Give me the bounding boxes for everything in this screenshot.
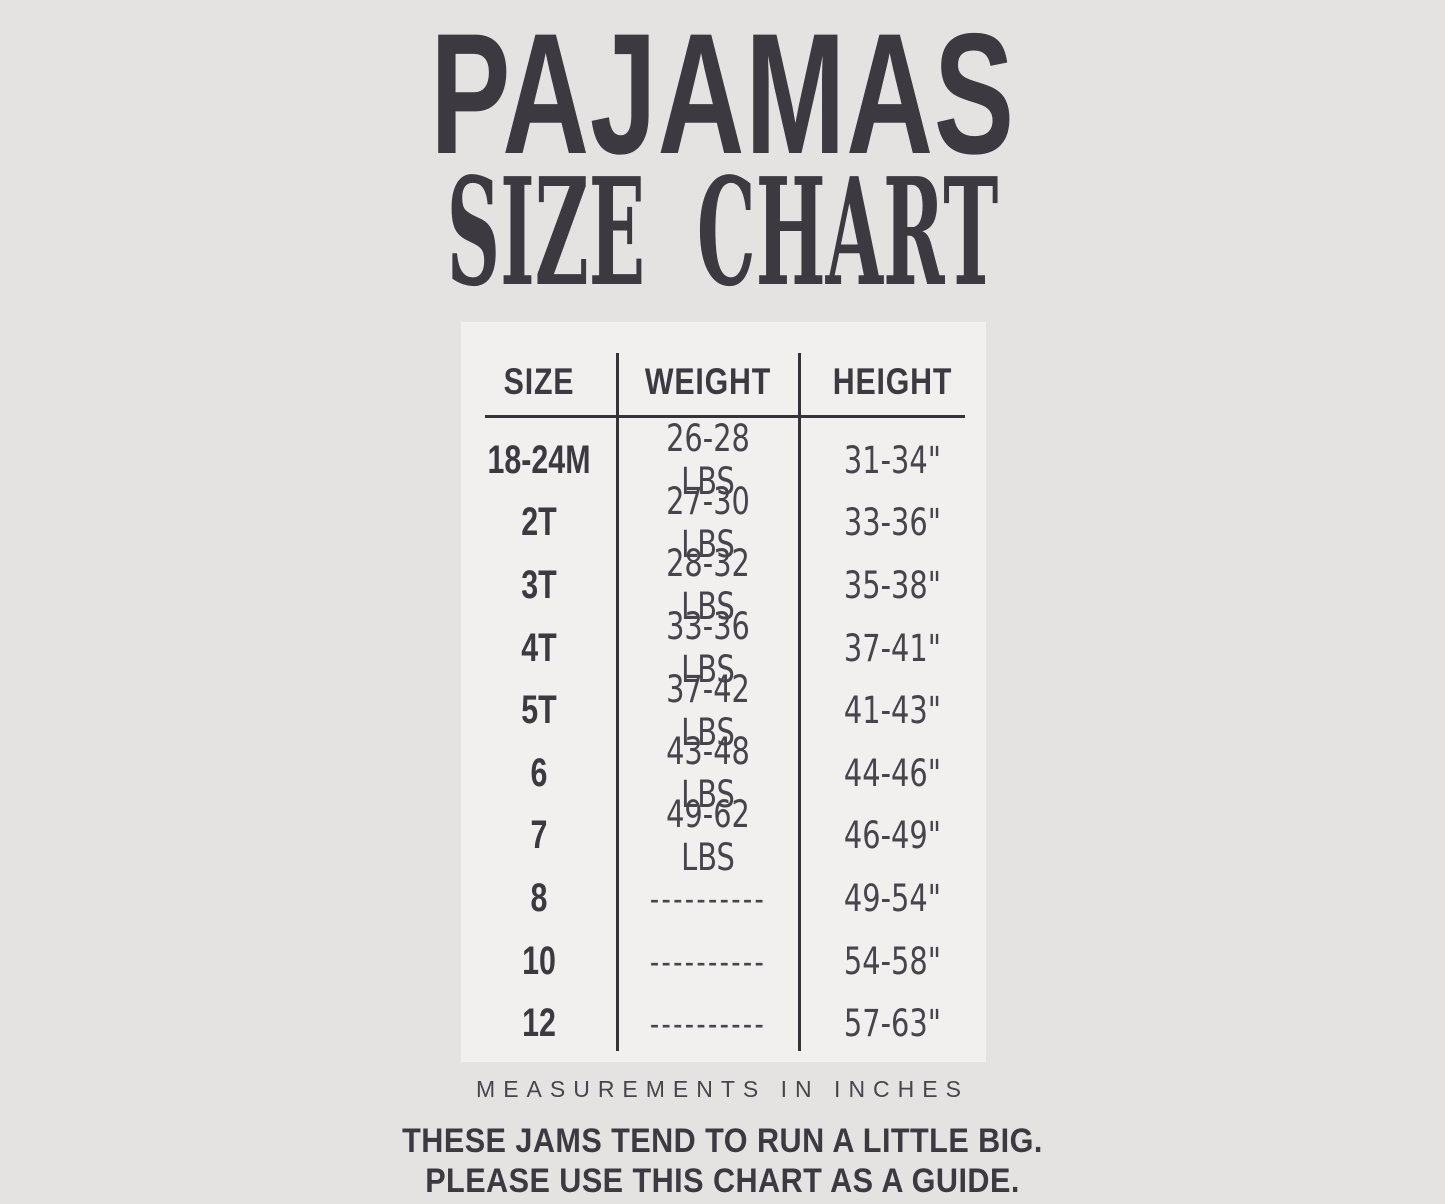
weight-cell: 28-32 LBS bbox=[666, 542, 750, 629]
size-cell: 2T bbox=[521, 500, 557, 545]
table-body: 18-24M 26-28 LBS 31-34" 2T 27-30 LBS 33-36" 3T… bbox=[461, 417, 986, 1055]
column-header-weight: WEIGHT bbox=[644, 361, 772, 402]
height-cell: 46-49" bbox=[843, 814, 942, 858]
weight-cell: 37-42 LBS bbox=[666, 667, 750, 754]
height-cell: 33-36" bbox=[843, 501, 942, 545]
size-table-panel: SIZE WEIGHT HEIGHT 18-24M 26-28 LBS 31-34"… bbox=[461, 322, 986, 1062]
height-cell: 54-58" bbox=[843, 939, 942, 983]
weight-cell: 26-28 LBS bbox=[666, 417, 750, 504]
header-divider-line bbox=[485, 415, 965, 418]
column-divider-line-2 bbox=[798, 353, 801, 1051]
height-cell: 49-54" bbox=[843, 876, 942, 920]
disclaimer-line-2: PLEASE USE THIS CHART AS A GUIDE. bbox=[425, 1162, 1020, 1200]
size-cell: 7 bbox=[530, 813, 548, 858]
height-cell: 37-41" bbox=[843, 626, 942, 670]
size-cell: 3T bbox=[521, 562, 557, 607]
height-cell: 57-63" bbox=[843, 1002, 942, 1046]
weight-cell: ---------- bbox=[649, 878, 767, 918]
weight-cell: 43-48 LBS bbox=[666, 730, 750, 817]
size-cell: 18-24M bbox=[487, 437, 591, 482]
table-header-row: SIZE WEIGHT HEIGHT bbox=[461, 348, 986, 416]
size-cell: 6 bbox=[530, 750, 548, 795]
size-cell: 10 bbox=[522, 938, 556, 983]
height-cell: 44-46" bbox=[843, 751, 942, 795]
disclaimer-line-1: THESE JAMS TEND TO RUN A LITTLE BIG. bbox=[402, 1122, 1043, 1160]
column-header-height: HEIGHT bbox=[832, 361, 953, 402]
size-cell: 8 bbox=[530, 875, 548, 920]
weight-cell: ---------- bbox=[649, 1004, 767, 1044]
height-cell: 35-38" bbox=[843, 563, 942, 607]
weight-cell: ---------- bbox=[649, 941, 767, 981]
weight-cell: 27-30 LBS bbox=[666, 479, 750, 566]
page-title: PAJAMAS bbox=[430, 0, 1015, 190]
size-cell: 5T bbox=[521, 688, 557, 733]
measurements-note: MEASUREMENTS IN INCHES bbox=[476, 1076, 969, 1102]
page-subtitle: SIZE CHART bbox=[446, 145, 999, 319]
height-cell: 41-43" bbox=[843, 689, 942, 733]
weight-cell: 33-36 LBS bbox=[666, 605, 750, 692]
weight-cell: 49-62 LBS bbox=[666, 792, 750, 879]
size-cell: 4T bbox=[521, 625, 557, 670]
size-cell: 12 bbox=[522, 1001, 556, 1046]
column-divider-line-1 bbox=[616, 353, 619, 1051]
column-header-size: SIZE bbox=[503, 361, 575, 402]
height-cell: 31-34" bbox=[843, 438, 942, 482]
